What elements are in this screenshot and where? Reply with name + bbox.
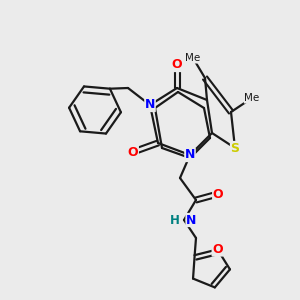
Text: S: S <box>230 142 239 154</box>
Text: Me: Me <box>185 53 201 63</box>
Text: O: O <box>213 188 223 200</box>
Text: O: O <box>212 243 223 256</box>
Text: O: O <box>172 58 182 71</box>
Text: H: H <box>170 214 180 226</box>
Text: N: N <box>186 214 196 226</box>
Text: Me: Me <box>244 93 260 103</box>
Text: O: O <box>128 146 138 158</box>
Text: N: N <box>145 98 155 112</box>
Text: N: N <box>185 148 195 161</box>
